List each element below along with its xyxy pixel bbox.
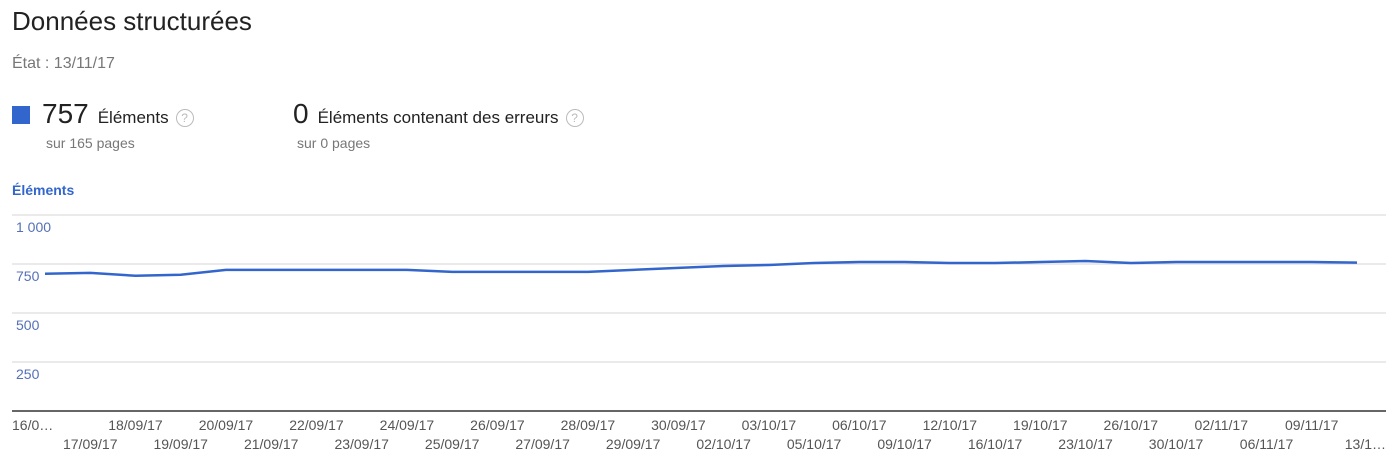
x-tick-label: 18/09/17 xyxy=(108,417,163,433)
chart-title: Éléments xyxy=(12,182,75,198)
x-tick-label: 30/10/17 xyxy=(1149,436,1204,452)
y-tick-label: 1 000 xyxy=(16,219,51,235)
x-tick-label: 02/11/17 xyxy=(1195,417,1249,433)
x-tick-label: 02/10/17 xyxy=(696,436,751,452)
x-tick-label: 23/10/17 xyxy=(1058,436,1113,452)
question-circle-icon[interactable]: ? xyxy=(565,109,584,127)
x-tick-label: 16/10/17 xyxy=(968,436,1023,452)
y-tick-label: 750 xyxy=(16,268,40,284)
metric-label: Éléments contenant des erreurs xyxy=(317,108,559,127)
question-circle-icon[interactable]: ? xyxy=(175,109,194,127)
x-tick-label: 13/1… xyxy=(1345,436,1386,452)
metric-elements[interactable]: 757 Éléments ? xyxy=(12,98,194,130)
x-tick-label: 24/09/17 xyxy=(380,417,435,433)
x-tick-label: 23/09/17 xyxy=(334,436,389,452)
x-tick-label: 28/09/17 xyxy=(561,417,616,433)
metric-label: Éléments xyxy=(97,108,169,127)
x-tick-label: 21/09/17 xyxy=(244,436,299,452)
x-tick-label: 16/0… xyxy=(12,417,53,433)
metric-value: 0 xyxy=(293,98,309,129)
x-tick-label: 22/09/17 xyxy=(289,417,344,433)
x-tick-label: 19/09/17 xyxy=(153,436,208,452)
metric-errors[interactable]: 0 Éléments contenant des erreurs ? xyxy=(293,98,584,130)
x-tick-label: 26/09/17 xyxy=(470,417,525,433)
x-tick-label: 03/10/17 xyxy=(742,417,797,433)
series-color-swatch xyxy=(12,106,30,124)
y-tick-label: 250 xyxy=(16,366,40,382)
x-tick-label: 06/11/17 xyxy=(1240,436,1294,452)
y-tick-label: 500 xyxy=(16,317,40,333)
metric-value: 757 xyxy=(42,98,89,129)
series-line xyxy=(44,259,1358,278)
x-tick-label: 29/09/17 xyxy=(606,436,661,452)
x-tick-label: 09/11/17 xyxy=(1285,417,1339,433)
x-tick-label: 06/10/17 xyxy=(832,417,887,433)
x-tick-label: 05/10/17 xyxy=(787,436,842,452)
x-tick-label: 17/09/17 xyxy=(63,436,118,452)
x-tick-label: 20/09/17 xyxy=(199,417,254,433)
state-date: État : 13/11/17 xyxy=(12,55,115,72)
x-tick-label: 27/09/17 xyxy=(515,436,570,452)
x-tick-label: 25/09/17 xyxy=(425,436,480,452)
metric-sub: sur 0 pages xyxy=(297,135,371,151)
x-tick-label: 26/10/17 xyxy=(1104,417,1159,433)
x-tick-label: 12/10/17 xyxy=(923,417,978,433)
x-tick-label: 30/09/17 xyxy=(651,417,706,433)
metric-sub: sur 165 pages xyxy=(46,135,135,151)
x-tick-label: 09/10/17 xyxy=(877,436,932,452)
page-title: Données structurées xyxy=(12,6,252,36)
x-tick-label: 19/10/17 xyxy=(1013,417,1068,433)
